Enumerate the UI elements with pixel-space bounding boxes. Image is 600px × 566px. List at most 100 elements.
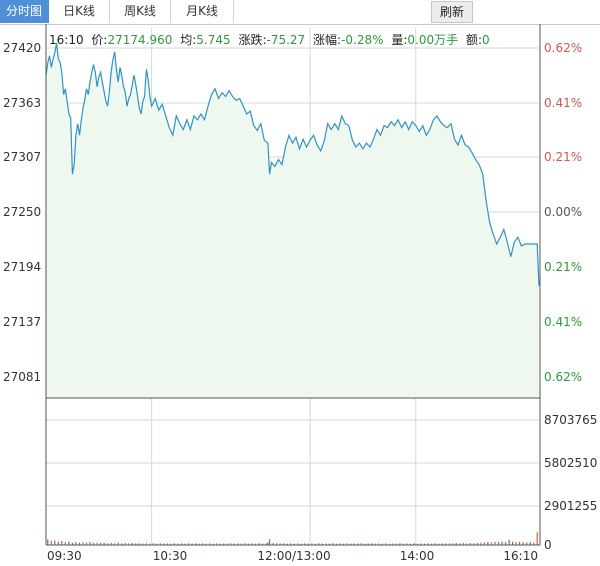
- info-time: 16:10: [49, 33, 84, 47]
- volume-bar: [466, 543, 468, 545]
- volume-bar: [135, 543, 137, 545]
- volume-bar: [216, 543, 218, 545]
- volume-bar: [431, 543, 433, 545]
- volume-bar: [420, 543, 422, 545]
- volume-bar: [258, 543, 260, 545]
- percent-tick-label: 0.41%: [544, 315, 582, 329]
- volume-bar: [515, 542, 517, 545]
- refresh-button[interactable]: 刷新: [431, 1, 473, 23]
- volume-bar: [353, 543, 355, 545]
- info-avg: 5.745: [196, 33, 230, 47]
- volume-bar: [191, 543, 193, 545]
- volume-bar: [68, 541, 70, 545]
- volume-bar: [50, 541, 52, 545]
- tab-weekly-k[interactable]: 周K线: [110, 0, 171, 23]
- volume-bar: [473, 543, 475, 545]
- volume-bar: [402, 543, 404, 545]
- volume-bar: [293, 543, 295, 545]
- tab-daily-k[interactable]: 日K线: [49, 0, 110, 23]
- info-pct: -0.28%: [341, 33, 383, 47]
- volume-bar: [82, 542, 84, 545]
- volume-bar: [226, 543, 228, 545]
- volume-bar: [184, 543, 186, 545]
- volume-bar: [434, 543, 436, 545]
- volume-bar: [483, 542, 485, 545]
- volume-bar: [371, 543, 373, 545]
- volume-bar: [406, 543, 408, 545]
- volume-bar: [128, 543, 130, 545]
- volume-bar: [276, 543, 278, 545]
- volume-bar: [269, 539, 271, 545]
- volume-bar: [237, 543, 239, 545]
- price-tick-label: 27137: [3, 315, 41, 329]
- volume-tick-label: 0: [544, 538, 552, 552]
- tab-intraday[interactable]: 分时图: [0, 0, 49, 23]
- volume-bar: [409, 543, 412, 545]
- volume-axis: 8703765 5802510 2901255 0: [544, 413, 597, 552]
- volume-bar: [487, 542, 489, 545]
- volume-bar: [519, 541, 521, 545]
- volume-bar: [85, 542, 88, 545]
- volume-bar: [163, 543, 165, 545]
- volume-bar: [117, 542, 119, 545]
- volume-bar: [445, 543, 447, 545]
- volume-bar: [173, 543, 176, 545]
- volume-bar: [283, 543, 285, 545]
- percent-tick-label: 0.41%: [544, 96, 582, 110]
- time-axis: 09:30 10:30 12:00/13:00 14:00 16:10: [47, 549, 538, 563]
- volume-bar: [110, 543, 112, 545]
- volume-bar: [508, 539, 510, 545]
- time-tick-label: 14:00: [400, 549, 435, 563]
- volume-bar: [103, 542, 105, 545]
- volume-bar: [325, 543, 327, 545]
- volume-bar: [346, 543, 348, 545]
- percent-tick-label: 0.62%: [544, 370, 582, 384]
- volume-bar: [262, 543, 264, 545]
- volume-bar: [536, 532, 538, 545]
- volume-bar: [318, 543, 320, 545]
- volume-bar: [427, 543, 429, 545]
- volume-bar: [381, 543, 383, 545]
- volume-bar: [212, 543, 214, 545]
- volume-bar: [304, 543, 306, 545]
- volume-bar: [114, 543, 116, 545]
- volume-bar: [166, 543, 169, 545]
- volume-bar: [533, 542, 535, 545]
- volume-bar: [497, 542, 500, 545]
- volume-bar: [131, 543, 133, 545]
- percent-tick-label: 0.00%: [544, 205, 582, 219]
- volume-bar: [494, 541, 496, 545]
- volume-bar: [159, 543, 161, 545]
- volume-bar: [360, 543, 362, 545]
- volume-bar: [54, 540, 56, 545]
- volume-bar: [124, 543, 126, 545]
- info-bar: 16:10 价:27174.960 均:5.745 涨跌:-75.27 涨幅:-…: [49, 32, 490, 47]
- volume-bar: [75, 542, 77, 545]
- volume-bar: [92, 543, 95, 545]
- volume-bar: [61, 541, 63, 545]
- info-pct-label: 涨幅:: [313, 32, 341, 47]
- volume-bar: [455, 543, 457, 545]
- volume-bar: [374, 543, 376, 545]
- volume-bar: [219, 543, 221, 545]
- percent-tick-label: 0.62%: [544, 41, 582, 55]
- volume-bar: [469, 543, 471, 545]
- time-tick-label: 09:30: [47, 549, 82, 563]
- price-tick-label: 27194: [3, 260, 41, 274]
- volume-bar: [438, 543, 440, 545]
- tab-monthly-k[interactable]: 月K线: [171, 0, 234, 23]
- volume-bar: [424, 543, 426, 545]
- chart-frame: [45, 24, 541, 546]
- volume-tick-label: 2901255: [544, 499, 597, 513]
- info-price: 27174.960: [107, 33, 172, 47]
- volume-bar: [364, 543, 366, 545]
- info-vol-label: 量:: [391, 33, 407, 47]
- volume-bar: [522, 542, 524, 545]
- volume-bar: [297, 543, 299, 545]
- volume-bar: [339, 543, 341, 545]
- volume-bar: [181, 543, 183, 545]
- volume-bar: [265, 543, 267, 545]
- volume-bar: [512, 541, 514, 545]
- volume-bar: [392, 543, 394, 545]
